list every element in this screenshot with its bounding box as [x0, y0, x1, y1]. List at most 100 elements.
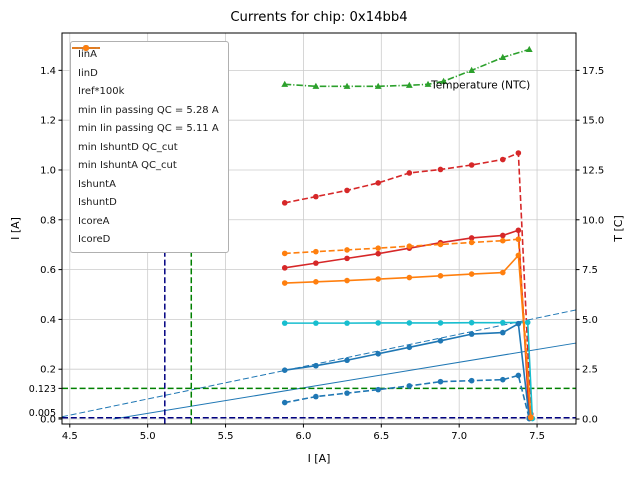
marker-Temperature (NTC) [468, 66, 476, 73]
marker-IcoreA [344, 277, 350, 284]
marker-IcoreA [437, 273, 444, 279]
marker-IcoreD [313, 248, 319, 255]
legend-item: IcoreA [72, 45, 219, 228]
y2-tick-label: 0.0 [582, 415, 598, 426]
legend-item: min IshuntD QC_cut [72, 47, 219, 154]
series-IshuntA [284, 322, 531, 419]
x-tick-label: 4.5 [62, 431, 78, 442]
x-tick-label: 5.5 [218, 431, 234, 442]
marker-IcoreD [375, 245, 381, 251]
marker-IinD [468, 162, 475, 168]
legend-label: Iref*100k [78, 86, 125, 97]
x-tick-label: 6.0 [295, 431, 311, 442]
legend-item: min IshuntA QC_cut [72, 47, 219, 172]
marker-IshuntD [375, 386, 381, 393]
y2-tick-label: 2.5 [582, 365, 598, 376]
marker-IshuntA [375, 350, 381, 357]
y2-axis-label: T [C] [612, 215, 625, 242]
legend-box: IinA IinD Iref*100k min Iin passing QC = 5.… [70, 41, 229, 253]
marker-IshuntD [437, 378, 444, 385]
marker-IcoreD [499, 237, 506, 244]
marker-IinA [281, 265, 288, 271]
y2-tick-label: 5.0 [582, 315, 598, 326]
series-Iref*100k [284, 321, 534, 419]
marker-Iref*100k [524, 319, 531, 326]
marker-IcoreD [437, 241, 444, 248]
marker-IcoreA [313, 278, 319, 285]
marker-IshuntA [406, 344, 413, 351]
marker-Iref*100k [437, 320, 444, 326]
marker-IinD [406, 170, 413, 176]
marker-IshuntD [281, 399, 288, 406]
legend-label: min Iin passing QC = 5.11 A [78, 123, 219, 134]
marker-Temperature (NTC) [312, 82, 320, 89]
legend-label: min IshuntA QC_cut [78, 160, 177, 171]
legend-item: IcoreD [72, 45, 219, 246]
y-tick-label: 0.8 [40, 215, 56, 226]
marker-IinD [375, 180, 381, 186]
y-tick-label: 0.2 [40, 365, 56, 376]
marker-IshuntD [406, 383, 413, 389]
marker-IinD [281, 200, 288, 206]
marker-Iref*100k [281, 320, 288, 326]
marker-IcoreA [499, 269, 506, 276]
chart-title: Currents for chip: 0x14bb4 [230, 10, 407, 25]
temperature-annotation: Temperature (NTC) [430, 79, 530, 91]
marker-IcoreA [281, 280, 288, 286]
marker-IcoreA [468, 271, 475, 277]
x-tick-label: 7.5 [529, 431, 545, 442]
marker-IinA [499, 232, 506, 239]
legend-marker [83, 45, 89, 51]
marker-IcoreD [468, 239, 475, 246]
series-IshuntD [284, 374, 531, 419]
marker-IshuntA [499, 329, 506, 336]
marker-Iref*100k [344, 320, 350, 326]
marker-Iref*100k [313, 320, 319, 326]
marker-IshuntA [344, 357, 350, 364]
marker-IshuntD [313, 393, 319, 400]
legend-item: IshuntD [72, 45, 219, 209]
legend-item: Iref*100k [72, 45, 219, 98]
marker-IshuntD [515, 372, 522, 379]
legend-label: min Iin passing QC = 5.28 A [78, 104, 219, 116]
x-axis-label: I [A] [308, 452, 331, 465]
marker-Temperature (NTC) [374, 82, 382, 89]
marker-IcoreD [528, 414, 534, 420]
series-IcoreA [284, 254, 532, 418]
marker-IcoreA [375, 276, 381, 282]
legend-item: min Iin passing QC = 5.11 A [72, 47, 219, 135]
legend-item: IinD [72, 45, 219, 80]
y-tick-label: 0.6 [40, 265, 56, 276]
plot-layer [61, 45, 577, 424]
marker-Temperature (NTC) [281, 80, 289, 87]
marker-IshuntA [437, 338, 444, 344]
marker-IinA [515, 227, 522, 234]
marker-IshuntA [281, 367, 288, 374]
x-tick-label: 6.5 [373, 431, 389, 442]
series-Temperature (NTC) [284, 48, 530, 88]
x-tick-label: 7.0 [451, 431, 467, 442]
plot-border [61, 32, 577, 425]
marker-IcoreD [515, 236, 522, 243]
marker-IshuntD [344, 390, 350, 396]
y2-tick-label: 17.5 [582, 66, 604, 77]
legend-label: min IshuntD QC_cut [78, 141, 178, 153]
legend-label: IshuntD [78, 197, 117, 208]
marker-IinD [499, 156, 506, 163]
marker-IinD [515, 150, 522, 156]
legend-label: IinD [78, 67, 98, 79]
marker-IinA [313, 260, 319, 266]
marker-IinD [344, 187, 350, 194]
legend-label: IcoreA [78, 215, 110, 227]
fit-line-IshuntD-fit [113, 342, 577, 420]
marker-IinA [344, 255, 350, 262]
marker-Iref*100k [375, 320, 381, 326]
marker-IshuntD [499, 376, 506, 383]
y-extra-tick-label: 0.005 [29, 408, 56, 419]
y2-tick-label: 7.5 [582, 265, 598, 276]
marker-IinA [468, 235, 475, 241]
y-tick-label: 0.4 [40, 315, 56, 326]
legend-label: IcoreD [78, 234, 111, 245]
marker-IinA [375, 250, 381, 257]
y-tick-label: 1.4 [40, 66, 56, 77]
